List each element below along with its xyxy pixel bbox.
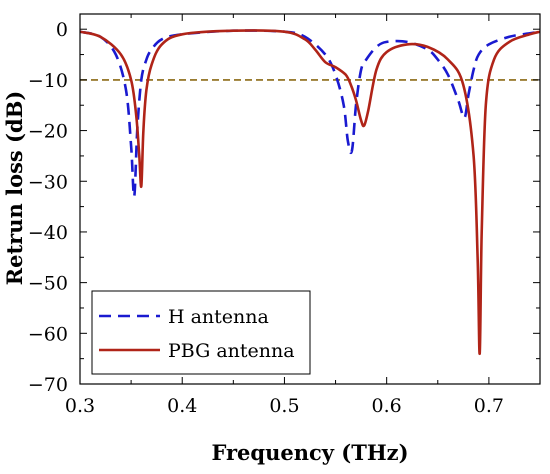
plot-frame — [79, 13, 541, 385]
legend-label-h-antenna: H antenna — [168, 306, 269, 328]
plot-area — [80, 29, 540, 355]
y-tick-label: 0 — [56, 19, 68, 41]
legend-label-pbg-antenna: PBG antenna — [168, 340, 295, 362]
y-axis-title: Retrun loss (dB) — [2, 91, 27, 286]
legend-box — [91, 290, 311, 375]
x-axis-title: Frequency (THz) — [211, 440, 408, 465]
y-tick-label: −70 — [28, 374, 68, 396]
y-tick-label: −30 — [28, 171, 68, 193]
x-tick-label: 0.7 — [474, 395, 504, 417]
x-tick-label: 0.3 — [65, 395, 95, 417]
y-tick-label: −10 — [28, 70, 68, 92]
y-tick-label: −60 — [28, 323, 68, 345]
y-tick-label: −40 — [28, 222, 68, 244]
series-line-pbg-antenna — [80, 29, 540, 355]
legend: H antenna PBG antenna — [91, 290, 311, 375]
x-tick-label: 0.4 — [167, 395, 197, 417]
y-tick-label: −50 — [28, 273, 68, 295]
x-tick-label: 0.5 — [269, 395, 299, 417]
x-tick-label: 0.6 — [372, 395, 402, 417]
axes: 0.3 0.4 0.5 0.6 0.7 0 −10 −20 −30 −40 −50 −60 −70 — [28, 13, 541, 417]
y-tick-label: −20 — [28, 121, 68, 143]
series-line-h-antenna — [80, 29, 540, 198]
